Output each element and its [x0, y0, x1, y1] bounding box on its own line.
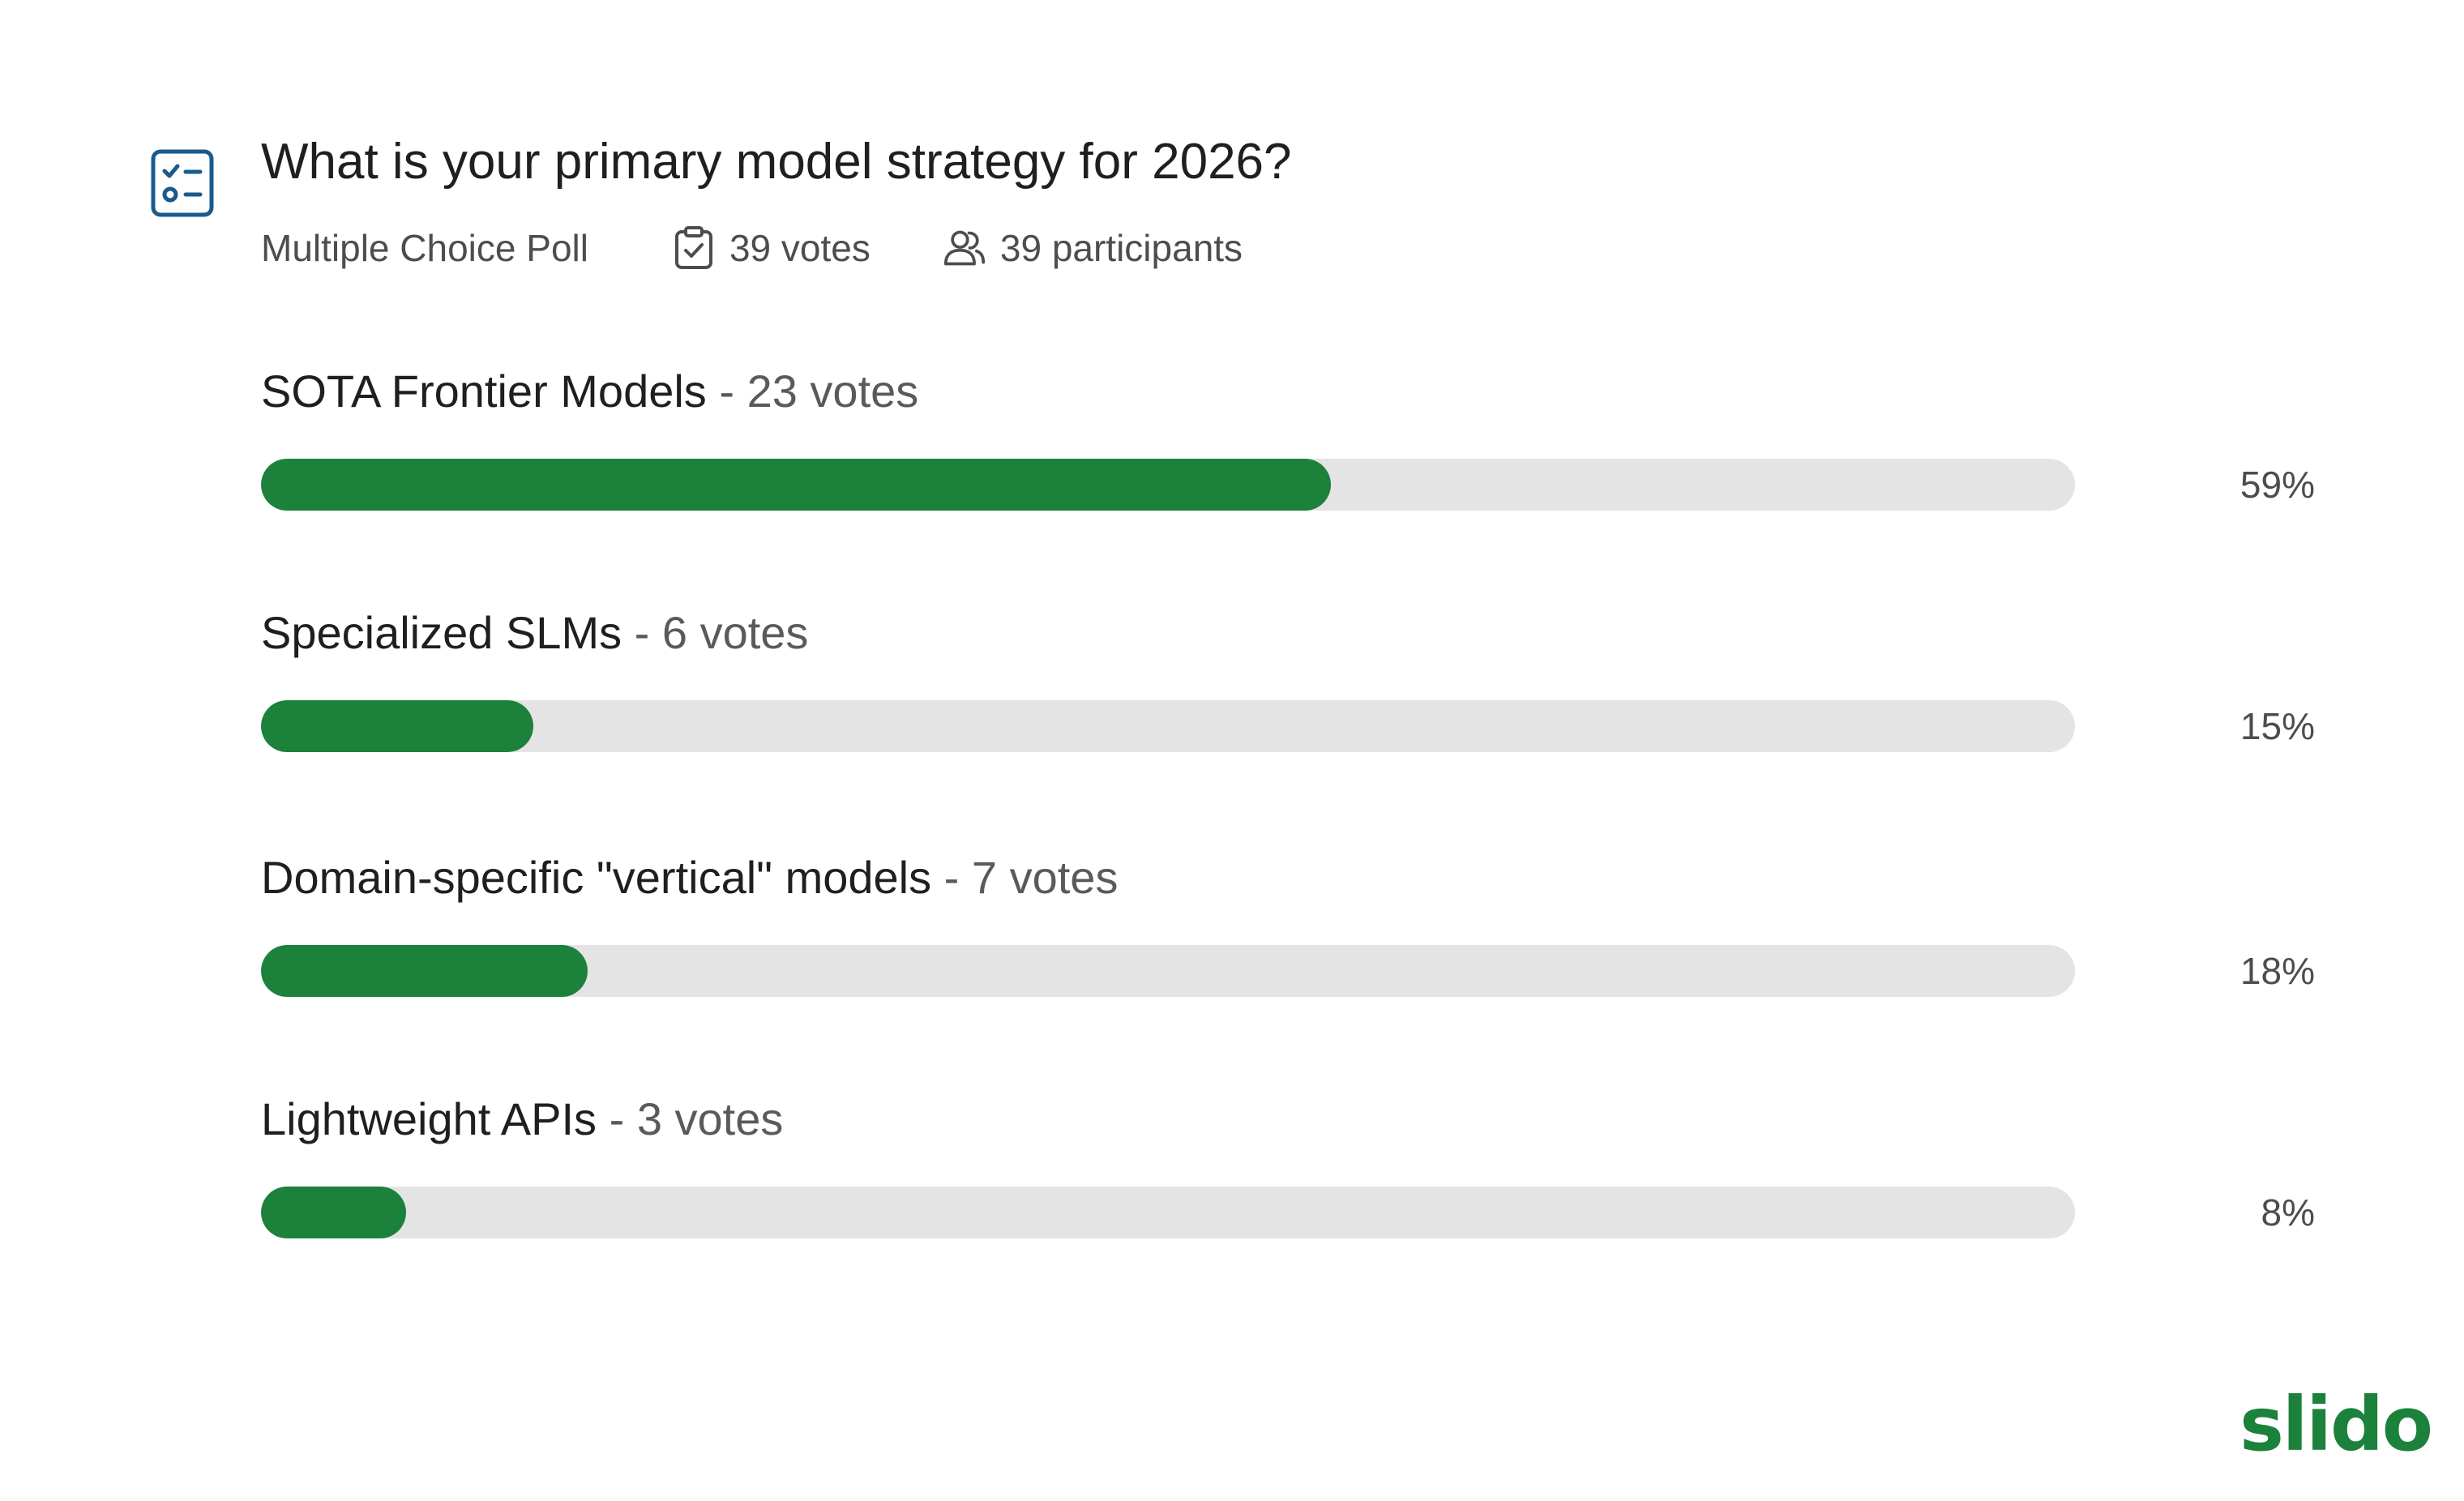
- result-bar-fill: [261, 700, 533, 752]
- result-bar-track: [261, 945, 2075, 997]
- slido-logo: slido: [2239, 1381, 2433, 1468]
- option-text: Specialized SLMs: [261, 607, 622, 658]
- option-text: Domain-specific "vertical" models: [261, 852, 932, 903]
- participants-count-text: 39 participants: [999, 227, 1243, 269]
- option-votes: 3 votes: [636, 1093, 784, 1144]
- clipboard-check-icon: [674, 226, 712, 269]
- option-percent: 15%: [2239, 705, 2315, 747]
- result-bar-track: [261, 459, 2075, 511]
- option-percent: 18%: [2239, 950, 2315, 992]
- option-separator: -: [706, 366, 747, 417]
- votes-count: 39 votes: [673, 226, 871, 270]
- votes-count-text: 39 votes: [729, 227, 871, 269]
- poll-option: Domain-specific "vertical" models - 7 vo…: [261, 849, 2336, 1020]
- option-percent: 8%: [2261, 1191, 2315, 1234]
- option-text: Lightweight APIs: [261, 1093, 597, 1144]
- option-votes: 7 votes: [971, 852, 1119, 903]
- checklist-icon: [151, 149, 214, 217]
- poll-question: What is your primary model strategy for …: [261, 134, 1292, 190]
- option-text: SOTA Frontier Models: [261, 366, 707, 417]
- result-bar-fill: [261, 945, 588, 997]
- option-votes: 23 votes: [746, 366, 919, 417]
- option-percent: 59%: [2239, 464, 2315, 506]
- result-bar-track: [261, 700, 2075, 752]
- option-separator: -: [622, 607, 662, 658]
- poll-option: Specialized SLMs - 6 votes 15%: [261, 605, 2336, 775]
- participants-count: 39 participants: [943, 226, 1243, 270]
- option-label: Domain-specific "vertical" models - 7 vo…: [261, 849, 1118, 906]
- poll-type: Multiple Choice Poll: [261, 227, 588, 269]
- option-votes: 6 votes: [661, 607, 809, 658]
- poll-meta: Multiple Choice Poll 39 votes 39 partici…: [261, 224, 1243, 272]
- users-icon: [943, 230, 985, 266]
- option-label: SOTA Frontier Models - 23 votes: [261, 363, 918, 420]
- option-label: Specialized SLMs - 6 votes: [261, 605, 808, 661]
- option-label: Lightweight APIs - 3 votes: [261, 1091, 783, 1148]
- result-bar-fill: [261, 459, 1332, 511]
- poll-option: SOTA Frontier Models - 23 votes 59%: [261, 363, 2336, 533]
- poll-option: Lightweight APIs - 3 votes 8%: [261, 1091, 2336, 1261]
- result-bar-fill: [261, 1187, 407, 1238]
- option-separator: -: [931, 852, 972, 903]
- option-separator: -: [597, 1093, 637, 1144]
- result-bar-track: [261, 1187, 2075, 1238]
